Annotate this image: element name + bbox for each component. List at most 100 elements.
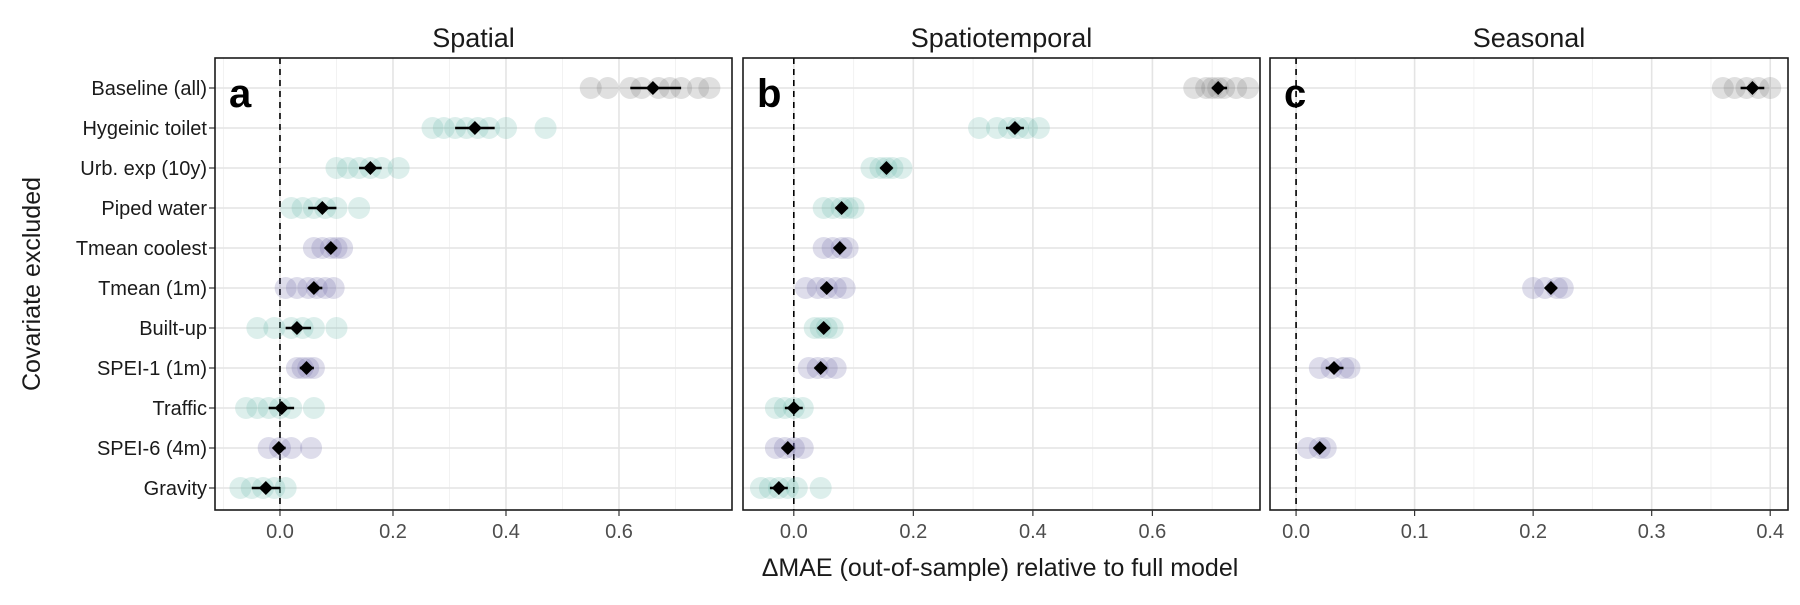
replicate-point [311, 237, 334, 259]
panel-letter: b [757, 72, 781, 116]
y-tick-label: Urb. exp (10y) [80, 158, 207, 180]
replicate-point [1723, 77, 1746, 99]
mean-marker [645, 81, 660, 95]
mean-marker [289, 321, 304, 335]
replicate-point [596, 77, 619, 99]
mean-marker [1327, 361, 1342, 375]
x-tick-label: 0.4 [1756, 521, 1784, 543]
mean-marker [306, 281, 321, 295]
x-tick-label: 0.4 [1019, 521, 1047, 543]
replicate-point [322, 277, 345, 299]
frame-layer [209, 57, 1789, 516]
replicate-point [387, 157, 410, 179]
mean-marker [299, 361, 314, 375]
panel-letter: c [1284, 72, 1306, 116]
replicate-point [860, 157, 883, 179]
replicate-point [968, 117, 991, 139]
replicate-point [1015, 117, 1038, 139]
mean-marker [1007, 121, 1022, 135]
replicate-point [1225, 77, 1248, 99]
replicate-point [1027, 117, 1050, 139]
mean-marker [771, 481, 786, 495]
reference-layer [279, 58, 1297, 510]
replicate-point [263, 317, 286, 339]
replicate-point [785, 477, 808, 499]
mean-marker [271, 441, 286, 455]
mean-marker [258, 481, 273, 495]
y-tick-label: Tmean (1m) [98, 278, 207, 300]
mean-marker [323, 241, 338, 255]
x-tick-label: 0.6 [1139, 521, 1167, 543]
replicate-point [348, 197, 371, 219]
replicate-point [1338, 357, 1361, 379]
replicate-point [824, 357, 847, 379]
mean-marker [467, 121, 482, 135]
replicate-point [1759, 77, 1782, 99]
replicate-point [806, 277, 829, 299]
panel-title: Spatiotemporal [911, 23, 1093, 53]
replicate-point [280, 437, 303, 459]
mean-marker [879, 161, 894, 175]
replicate-point [314, 277, 337, 299]
y-tick-label: SPEI-6 (4m) [97, 438, 207, 460]
replicate-point [302, 397, 325, 419]
replicate-point [1308, 357, 1331, 379]
points-layer [229, 77, 1782, 499]
mean-marker [1211, 81, 1226, 95]
replicate-point [257, 437, 280, 459]
replicate-point [1711, 77, 1734, 99]
x-tick-label: 0.0 [266, 521, 294, 543]
x-tick-label: 0.1 [1401, 521, 1429, 543]
mean-marker [1312, 441, 1327, 455]
replicate-point [812, 197, 835, 219]
replicate-point [291, 197, 314, 219]
replicate-point [836, 237, 859, 259]
replicate-point [494, 117, 517, 139]
replicate-point [842, 197, 865, 219]
replicate-point [687, 77, 710, 99]
replicate-point [229, 477, 252, 499]
replicate-point [285, 277, 308, 299]
replicate-point [809, 477, 832, 499]
replicate-point [579, 77, 602, 99]
mean-marker [816, 321, 831, 335]
y-tick-label: SPEI-1 (1m) [97, 358, 207, 380]
y-tick-label: Built-up [139, 318, 207, 340]
y-tick-label: Baseline (all) [91, 78, 207, 100]
x-tick-label: 0.2 [1519, 521, 1547, 543]
mean-marker [813, 361, 828, 375]
replicate-point [325, 157, 348, 179]
mean-marker [832, 241, 847, 255]
replicate-point [432, 117, 455, 139]
replicate-point [764, 437, 787, 459]
replicate-point [285, 357, 308, 379]
replicate-point [280, 197, 303, 219]
replicate-point [331, 237, 354, 259]
mean-marker [819, 281, 834, 295]
replicate-point [797, 357, 820, 379]
replicate-point [749, 477, 772, 499]
mean-marker [315, 201, 330, 215]
x-tick-label: 0.0 [780, 521, 808, 543]
replicate-point [534, 117, 557, 139]
x-tick-label: 0.4 [492, 521, 520, 543]
replicate-point [246, 397, 269, 419]
replicate-point [824, 277, 847, 299]
y-tick-label: Gravity [144, 478, 207, 500]
replicate-point [791, 437, 814, 459]
x-axis-title: ΔMAE (out-of-sample) relative to full mo… [762, 554, 1239, 582]
replicate-point [821, 237, 844, 259]
y-tick-label: Piped water [101, 198, 207, 220]
panel-letter: a [229, 72, 252, 116]
replicate-point [1551, 277, 1574, 299]
x-tick-label: 0.2 [379, 521, 407, 543]
text-layer: Baseline (all) Hygeinic toilet Urb. exp (1… [18, 23, 1784, 582]
replicate-point [336, 157, 359, 179]
replicate-point [821, 197, 844, 219]
mean-marker [834, 201, 849, 215]
replicate-point [986, 117, 1009, 139]
replicate-point [812, 237, 835, 259]
mean-marker [1745, 81, 1760, 95]
